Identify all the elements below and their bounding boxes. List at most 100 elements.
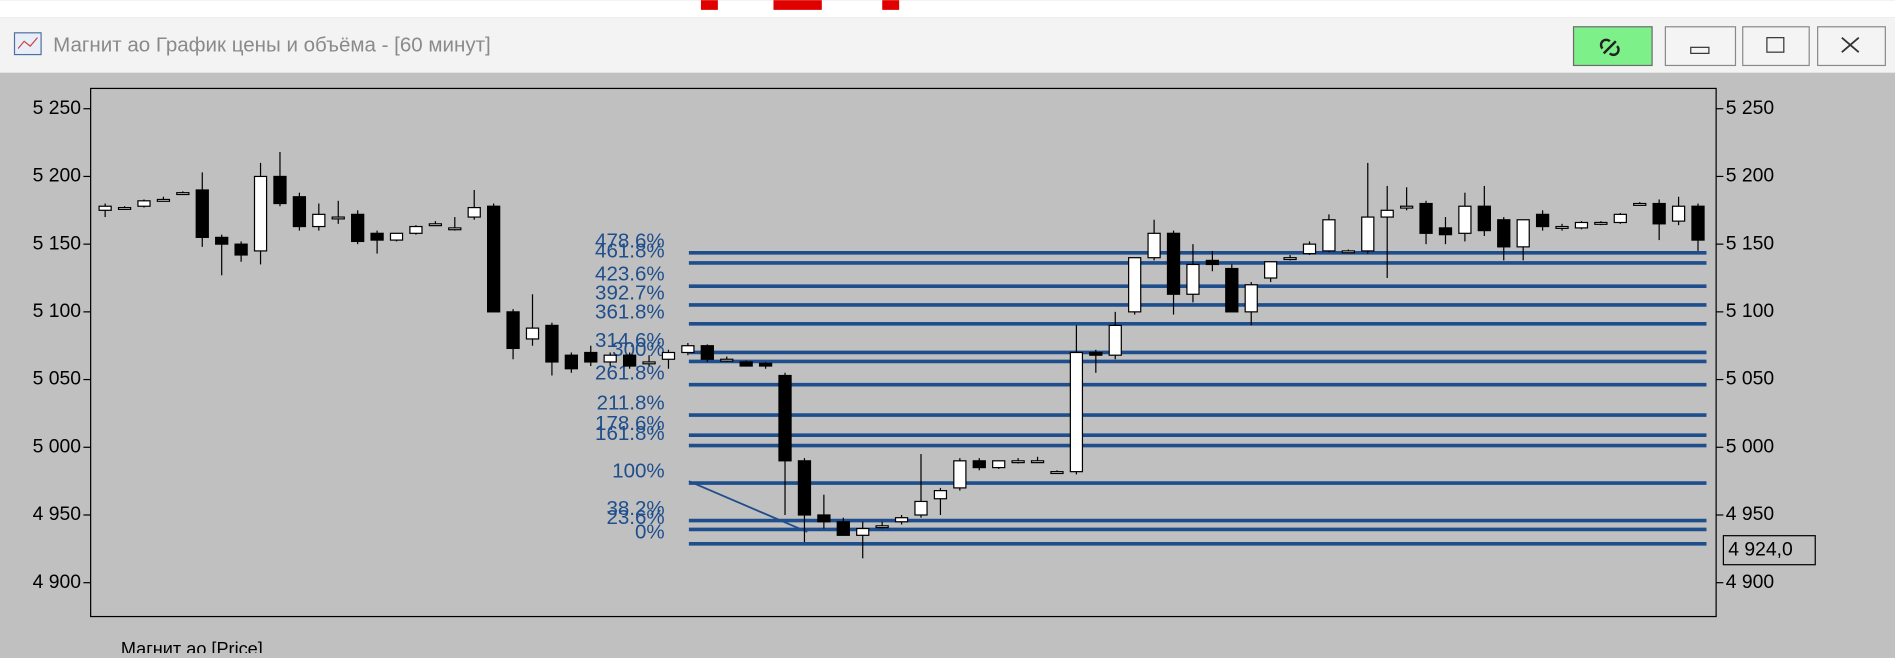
y-tick-label-right: 5 150 <box>1726 233 1774 254</box>
fib-label: 423.6% <box>595 263 665 286</box>
candle-body <box>1205 259 1220 266</box>
minimize-button[interactable] <box>1664 26 1737 67</box>
candle-body <box>273 175 287 205</box>
candle-body <box>758 362 773 367</box>
candle-body <box>234 243 248 256</box>
candle-body <box>1264 261 1278 279</box>
y-tick-label: 5 000 <box>33 436 81 457</box>
fib-label: 314.6% <box>595 329 665 352</box>
candle-body <box>1535 213 1550 228</box>
candle-body <box>661 351 676 360</box>
candle-body <box>720 358 734 362</box>
fib-label: 392.7% <box>595 281 665 304</box>
fib-label: 261.8% <box>595 361 665 384</box>
candle-body <box>1341 250 1356 254</box>
fib-label: 38.2% <box>606 497 664 520</box>
candle-body <box>467 206 481 218</box>
fib-label: 211.8% <box>597 392 665 415</box>
candle-body <box>1516 219 1530 248</box>
candle-body <box>778 374 792 462</box>
window-title: Магнит ао График цены и объёма - [60 мин… <box>53 34 491 57</box>
y-tick-label: 4 950 <box>33 504 81 525</box>
candle-body <box>1283 257 1297 261</box>
candle-body <box>584 351 598 363</box>
candle-body <box>1691 205 1705 241</box>
candle-body <box>992 460 1006 469</box>
candle-body <box>176 192 190 196</box>
last-price-label: 4 924,0 <box>1728 539 1792 560</box>
top-strip <box>0 0 1895 18</box>
fib-label: 161.8% <box>595 422 665 445</box>
candle-body <box>215 236 229 245</box>
maximize-icon <box>1766 37 1785 53</box>
candle-body <box>1419 202 1433 234</box>
fib-label: 478.6% <box>595 229 665 252</box>
candle-body <box>331 216 345 220</box>
candle-body <box>1128 257 1142 313</box>
fib-label: 100% <box>612 460 665 483</box>
candle-body <box>545 324 559 363</box>
candle-body <box>1671 205 1686 222</box>
candle-body <box>1244 284 1258 313</box>
link-button[interactable] <box>1572 26 1653 67</box>
candle-body <box>1361 216 1375 252</box>
candle-body <box>1050 471 1064 475</box>
candle-body <box>370 232 384 241</box>
candle-body <box>797 460 812 516</box>
red-mark <box>882 0 900 10</box>
fib-label: 0% <box>635 520 665 543</box>
candle-body <box>1030 460 1045 464</box>
series-caption: Магнит ао [Price] <box>121 639 263 653</box>
candle-body <box>1225 267 1239 313</box>
trend-line <box>688 480 808 533</box>
plot: 4 900 4 900 4 950 4 950 5 000 5 000 5 050 5 050… <box>33 98 1816 593</box>
fib-label: 300% <box>612 338 665 361</box>
link-icon <box>1599 38 1620 57</box>
candle-body <box>1322 219 1336 252</box>
candle-body <box>98 205 112 211</box>
candle-body <box>137 200 151 207</box>
red-mark <box>773 0 822 10</box>
last-price-box <box>1722 535 1816 566</box>
candle-body <box>1613 213 1627 224</box>
candle-body <box>292 196 307 228</box>
red-mark <box>700 0 718 10</box>
y-tick-label: 5 250 <box>33 98 81 119</box>
candle-body <box>1302 243 1317 255</box>
fib-label: 178.6% <box>595 412 665 435</box>
candle-body <box>1147 232 1161 259</box>
candle-body <box>681 345 695 354</box>
candle-body <box>1497 219 1511 248</box>
candle-body <box>351 213 365 243</box>
candle-body <box>117 206 132 211</box>
candle-body <box>817 514 831 523</box>
candle-body <box>1458 205 1472 234</box>
candle-body <box>195 189 209 238</box>
close-icon <box>1841 36 1860 53</box>
candle-body <box>953 460 967 489</box>
candle-body <box>1069 351 1084 473</box>
candle-body <box>506 311 520 350</box>
candle-body <box>448 227 462 231</box>
candle-body <box>1594 221 1608 225</box>
candle-body <box>1011 460 1025 464</box>
candle-body <box>1652 202 1666 225</box>
y-tick-label-right: 4 950 <box>1726 504 1774 525</box>
maximize-button[interactable] <box>1742 26 1810 67</box>
candle-body <box>622 354 637 367</box>
candle-body <box>525 327 540 340</box>
candle-body <box>1186 263 1200 295</box>
candle-body <box>914 500 928 516</box>
candle-body <box>856 527 870 536</box>
candle-body <box>933 490 948 500</box>
y-tick-label: 4 900 <box>33 572 81 593</box>
candle-body <box>894 517 909 523</box>
y-tick-label: 5 150 <box>33 233 81 254</box>
candle-body <box>700 345 714 360</box>
y-tick-label-right: 5 100 <box>1726 301 1774 322</box>
candle-body <box>486 205 501 313</box>
candle-body <box>1477 205 1491 232</box>
y-tick-label-right: 5 200 <box>1726 166 1774 187</box>
